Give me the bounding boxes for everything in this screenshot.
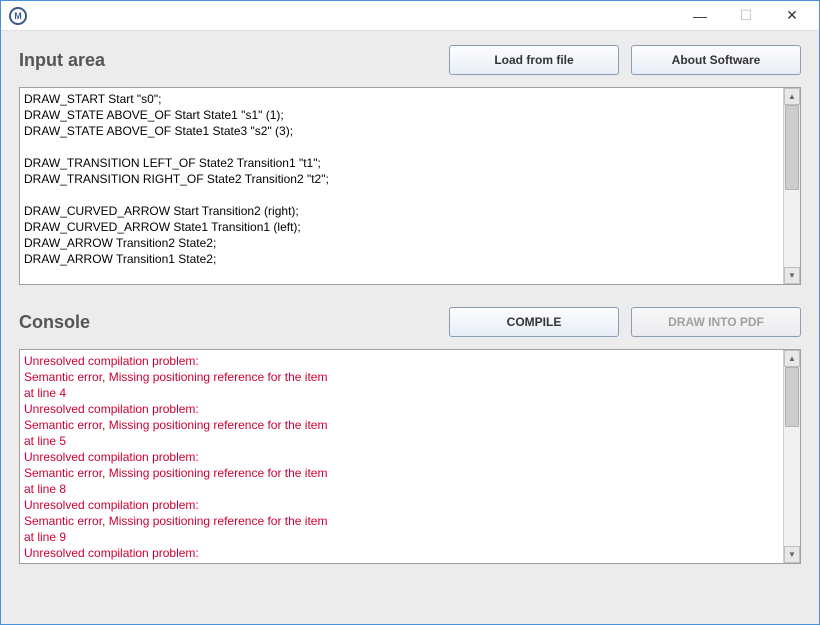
code-line: DRAW_ARROW Transition2 State2;	[24, 235, 779, 251]
input-buttons: Load from file About Software	[449, 45, 801, 75]
code-line: DRAW_TRANSITION RIGHT_OF State2 Transiti…	[24, 171, 779, 187]
code-line	[24, 187, 779, 203]
close-button[interactable]: ✕	[769, 1, 815, 31]
console-line: Semantic error, Missing positioning refe…	[24, 465, 779, 481]
console-scrollbar[interactable]: ▲ ▼	[783, 350, 800, 563]
input-header: Input area Load from file About Software	[19, 45, 801, 75]
console-title: Console	[19, 312, 439, 333]
scroll-up-icon[interactable]: ▲	[784, 350, 800, 367]
app-icon: M	[9, 7, 27, 25]
scroll-up-icon[interactable]: ▲	[784, 88, 800, 105]
input-scrollbar[interactable]: ▲ ▼	[783, 88, 800, 284]
scroll-track[interactable]	[784, 367, 800, 546]
console-line: Unresolved compilation problem:	[24, 353, 779, 369]
console-line: at line 9	[24, 529, 779, 545]
console-line: at line 8	[24, 481, 779, 497]
input-textarea[interactable]: DRAW_START Start "s0";DRAW_STATE ABOVE_O…	[20, 88, 783, 284]
load-from-file-button[interactable]: Load from file	[449, 45, 619, 75]
code-line: DRAW_START Start "s0";	[24, 91, 779, 107]
console-header: Console COMPILE DRAW INTO PDF	[19, 307, 801, 337]
console-line: Unresolved compilation problem:	[24, 449, 779, 465]
scroll-track[interactable]	[784, 105, 800, 267]
code-line: DRAW_STATE ABOVE_OF State1 State3 "s2" (…	[24, 123, 779, 139]
console-line: Unresolved compilation problem:	[24, 401, 779, 417]
code-line: DRAW_TRANSITION LEFT_OF State2 Transitio…	[24, 155, 779, 171]
console-panel: Unresolved compilation problem:Semantic …	[19, 349, 801, 564]
code-line	[24, 139, 779, 155]
console-line: at line 4	[24, 385, 779, 401]
console-line: Unresolved compilation problem:	[24, 497, 779, 513]
console-line: Unresolved compilation problem:	[24, 545, 779, 561]
spacer	[19, 293, 801, 299]
scroll-thumb[interactable]	[785, 105, 799, 190]
console-line: Semantic error, Missing positioning refe…	[24, 369, 779, 385]
about-software-button[interactable]: About Software	[631, 45, 801, 75]
code-line: DRAW_CURVED_ARROW State1 Transition1 (le…	[24, 219, 779, 235]
maximize-button: ☐	[723, 1, 769, 31]
console-output: Unresolved compilation problem:Semantic …	[20, 350, 783, 563]
code-line: DRAW_ARROW Transition1 State2;	[24, 251, 779, 267]
scroll-down-icon[interactable]: ▼	[784, 267, 800, 284]
scroll-down-icon[interactable]: ▼	[784, 546, 800, 563]
console-line: Semantic error, Missing positioning refe…	[24, 513, 779, 529]
input-title: Input area	[19, 50, 439, 71]
code-line: DRAW_CURVED_ARROW Start Transition2 (rig…	[24, 203, 779, 219]
titlebar: M — ☐ ✕	[1, 1, 819, 31]
compile-button[interactable]: COMPILE	[449, 307, 619, 337]
draw-into-pdf-button: DRAW INTO PDF	[631, 307, 801, 337]
console-line: Semantic error, Missing positioning refe…	[24, 417, 779, 433]
console-line: at line 5	[24, 433, 779, 449]
scroll-thumb[interactable]	[785, 367, 799, 427]
app-window: M — ☐ ✕ Input area Load from file About …	[0, 0, 820, 625]
input-panel: DRAW_START Start "s0";DRAW_STATE ABOVE_O…	[19, 87, 801, 285]
code-line: DRAW_STATE ABOVE_OF Start State1 "s1" (1…	[24, 107, 779, 123]
console-buttons: COMPILE DRAW INTO PDF	[449, 307, 801, 337]
content-area: Input area Load from file About Software…	[1, 31, 819, 624]
minimize-button[interactable]: —	[677, 1, 723, 31]
